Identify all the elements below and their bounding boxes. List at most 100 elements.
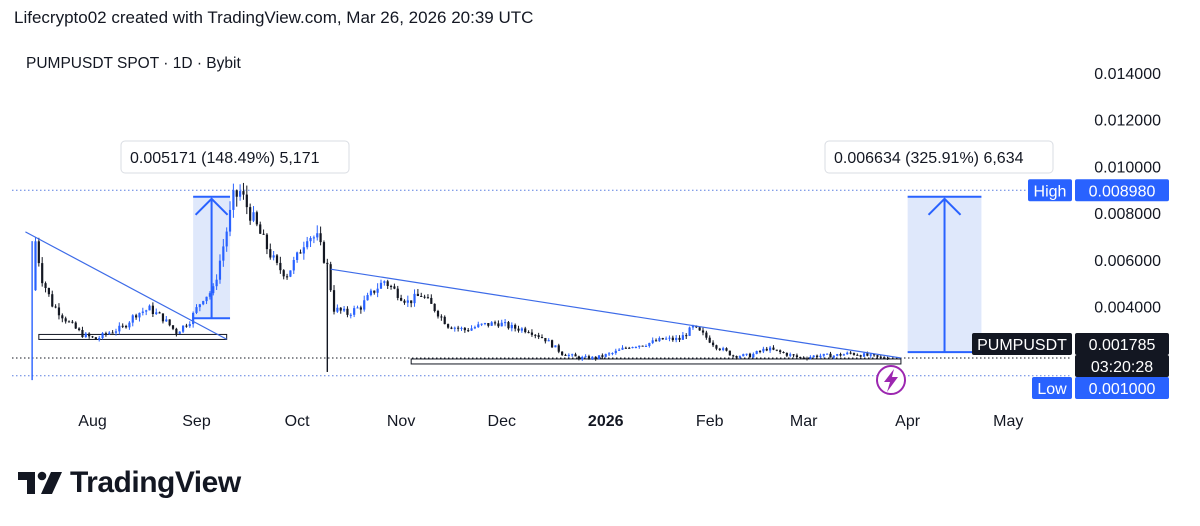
candle-body bbox=[47, 288, 50, 295]
candle-body bbox=[121, 325, 124, 327]
candle-body bbox=[259, 224, 262, 234]
candle-body bbox=[762, 348, 765, 352]
candle-body bbox=[222, 246, 225, 261]
candle-body bbox=[389, 285, 393, 287]
measure-label-box bbox=[120, 140, 350, 174]
candle-body bbox=[64, 318, 67, 322]
candle-body bbox=[748, 353, 752, 358]
candle-body bbox=[802, 357, 805, 359]
candle-body bbox=[587, 356, 591, 360]
candle-body bbox=[547, 340, 550, 342]
candle-body bbox=[426, 297, 430, 299]
candle-body bbox=[497, 323, 500, 327]
candle-body bbox=[866, 353, 869, 356]
candle-body bbox=[279, 262, 282, 271]
candle-body bbox=[400, 297, 403, 301]
candle-body bbox=[490, 322, 493, 326]
candle-body bbox=[138, 312, 141, 318]
candle-body bbox=[581, 356, 584, 360]
candle-body bbox=[839, 354, 842, 356]
candle-body bbox=[805, 358, 809, 360]
low-tag-label-bg bbox=[1032, 377, 1072, 399]
candle-body bbox=[202, 301, 205, 305]
candle-body bbox=[574, 354, 577, 357]
candle-body bbox=[312, 237, 315, 239]
candle-body bbox=[232, 190, 235, 210]
candle-body bbox=[195, 307, 198, 313]
candle-body bbox=[611, 353, 614, 355]
x-tick-label: Oct bbox=[285, 413, 310, 430]
candle-body bbox=[745, 353, 748, 355]
candle-body bbox=[661, 338, 664, 340]
candle-body bbox=[517, 328, 520, 331]
candle-body bbox=[71, 321, 74, 323]
price-axis: 0.014000 0.012000 0.010000 0.008000 0.006000… bbox=[1094, 66, 1161, 317]
candle-body bbox=[665, 338, 668, 340]
candle-body bbox=[621, 347, 624, 350]
candle-body bbox=[98, 338, 101, 340]
candle-body bbox=[430, 297, 433, 304]
candle-body bbox=[826, 353, 829, 355]
low-tag-value-bg bbox=[1075, 377, 1169, 399]
candle-body bbox=[51, 294, 54, 307]
candle-body bbox=[591, 356, 594, 360]
candle-body bbox=[329, 264, 332, 291]
candle-body bbox=[181, 325, 185, 332]
candle-body bbox=[852, 353, 856, 355]
high-tag-value: 0.008980 bbox=[1089, 183, 1156, 200]
candle-body bbox=[883, 357, 886, 359]
candle-body bbox=[849, 352, 852, 354]
candle-body bbox=[520, 328, 523, 331]
measure-label-box bbox=[824, 140, 1054, 174]
candle-body bbox=[792, 354, 795, 356]
candle-body bbox=[289, 270, 292, 277]
candle-body bbox=[349, 314, 352, 316]
candle-body bbox=[403, 300, 406, 303]
candle-body bbox=[84, 333, 87, 338]
trendline bbox=[330, 268, 902, 359]
candle-body bbox=[457, 327, 460, 329]
candle-body bbox=[638, 345, 641, 347]
candle-body bbox=[785, 352, 788, 356]
candle-body bbox=[681, 335, 684, 340]
candle-body bbox=[500, 322, 503, 327]
candle-body bbox=[322, 242, 326, 263]
candle-body bbox=[383, 281, 386, 283]
candle-body bbox=[732, 355, 735, 357]
lightning-icon[interactable] bbox=[876, 365, 906, 395]
candle-body bbox=[77, 328, 81, 331]
candle-body bbox=[473, 327, 477, 329]
candle-body bbox=[272, 255, 275, 258]
candle-body bbox=[671, 337, 674, 341]
candle-body bbox=[614, 350, 617, 354]
candle-body bbox=[869, 354, 872, 356]
support-zones bbox=[38, 333, 902, 365]
dotted-levels bbox=[12, 189, 1072, 377]
candle-body bbox=[470, 328, 473, 331]
candle-body bbox=[141, 311, 144, 313]
candle-body bbox=[765, 348, 768, 351]
candle-body bbox=[725, 348, 728, 351]
candle-body bbox=[316, 233, 319, 238]
candle-body bbox=[275, 255, 279, 263]
trendline bbox=[25, 231, 227, 340]
candle-body bbox=[631, 347, 634, 349]
support-zone bbox=[410, 358, 902, 365]
candle-body bbox=[269, 249, 272, 258]
candle-body bbox=[668, 337, 671, 339]
candle-body bbox=[675, 337, 678, 341]
candle-body bbox=[81, 330, 84, 338]
candle-body bbox=[185, 325, 188, 327]
candle-body bbox=[819, 355, 822, 357]
candle-body bbox=[607, 353, 611, 355]
x-tick-label: Dec bbox=[488, 413, 516, 430]
candle-body bbox=[239, 191, 242, 197]
candle-body bbox=[108, 332, 111, 335]
candle-body bbox=[577, 356, 580, 360]
candle-body bbox=[91, 336, 94, 338]
candle-body bbox=[101, 333, 104, 339]
candle-body bbox=[527, 332, 530, 334]
candle-body bbox=[356, 307, 359, 309]
candle-body bbox=[480, 323, 483, 325]
